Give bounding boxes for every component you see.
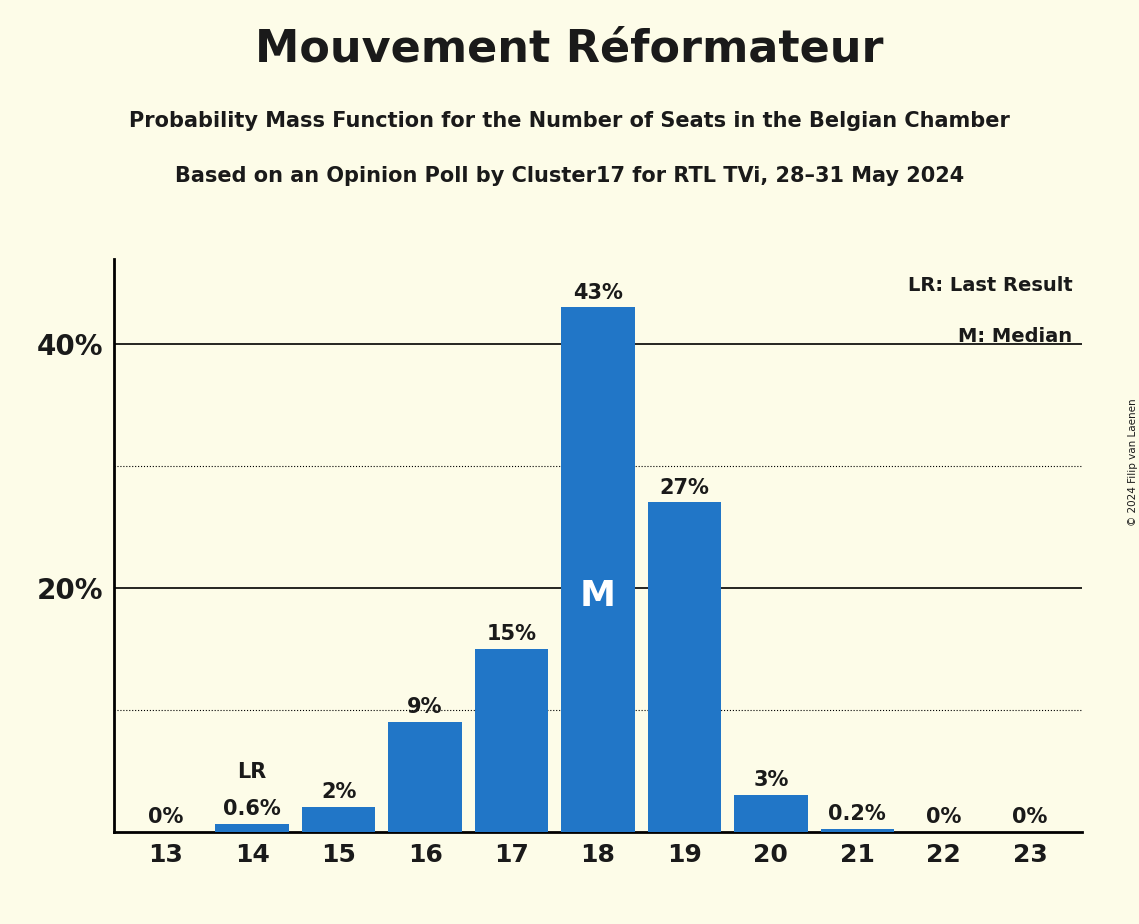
Text: 27%: 27%	[659, 478, 710, 498]
Bar	[735, 795, 808, 832]
Text: 0%: 0%	[926, 807, 961, 827]
Bar	[648, 503, 721, 832]
Text: M: Median: M: Median	[958, 327, 1073, 346]
Bar	[820, 829, 894, 832]
Bar	[302, 808, 376, 832]
Text: 15%: 15%	[486, 624, 536, 644]
Text: 0.6%: 0.6%	[223, 799, 281, 820]
Text: LR: Last Result: LR: Last Result	[908, 276, 1073, 295]
Text: LR: LR	[238, 761, 267, 782]
Bar	[562, 308, 634, 832]
Text: 9%: 9%	[408, 697, 443, 717]
Text: 43%: 43%	[573, 283, 623, 302]
Bar	[388, 722, 461, 832]
Text: Based on an Opinion Poll by Cluster17 for RTL TVi, 28–31 May 2024: Based on an Opinion Poll by Cluster17 fo…	[175, 166, 964, 187]
Text: M: M	[580, 578, 616, 613]
Text: 0%: 0%	[148, 807, 183, 827]
Text: 0.2%: 0.2%	[828, 804, 886, 824]
Text: © 2024 Filip van Laenen: © 2024 Filip van Laenen	[1129, 398, 1138, 526]
Bar	[475, 649, 548, 832]
Text: 2%: 2%	[321, 783, 357, 802]
Text: 3%: 3%	[753, 771, 788, 790]
Text: Probability Mass Function for the Number of Seats in the Belgian Chamber: Probability Mass Function for the Number…	[129, 111, 1010, 131]
Text: 0%: 0%	[1013, 807, 1048, 827]
Text: Mouvement Réformateur: Mouvement Réformateur	[255, 28, 884, 71]
Bar	[215, 824, 289, 832]
